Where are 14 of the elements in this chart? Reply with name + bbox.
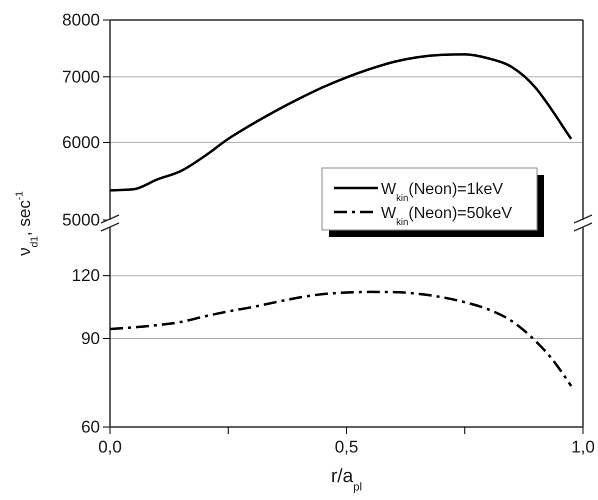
line-series [108,290,572,388]
y-tick-label: 90 [81,328,100,348]
x-tick-label: 1,0 [571,437,595,456]
x-tick-label: 0,0 [98,437,122,456]
x-tick-label: 0,5 [334,437,358,456]
legend-label: W$_{kin}$(Neon)=50keV [381,205,512,228]
y-tick-label: 60 [81,417,100,436]
y-tick-label: 8000 [62,10,100,30]
y-tick-label: 6000 [62,132,100,152]
x-axis-title: r/a$_{pl}$ [330,466,362,494]
y-tick-label: 5000 [62,210,100,230]
legend-label: W$_{kin}$(Neon)=1keV [381,181,504,204]
y-tick-label: 7000 [62,67,100,86]
y-tick-label: 120 [72,266,100,286]
